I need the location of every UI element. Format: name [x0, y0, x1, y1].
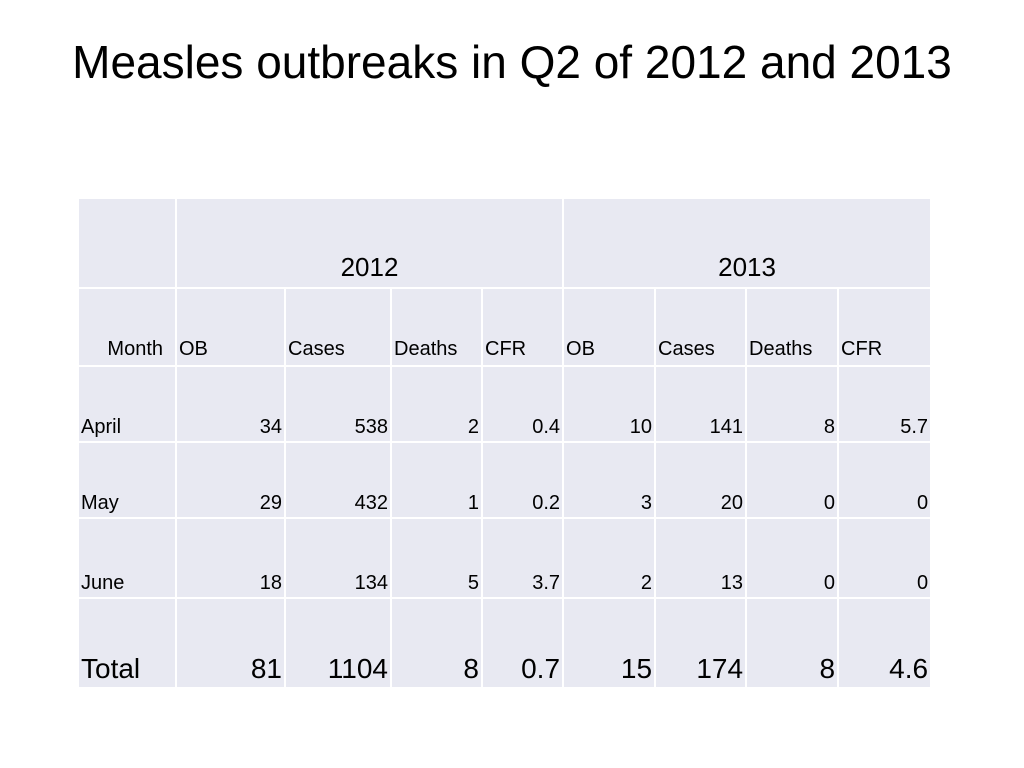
column-header: Cases — [654, 287, 748, 367]
column-header: OB — [175, 287, 286, 367]
table-cell: 2 — [562, 517, 657, 599]
total-row: Total 81 1104 8 0.7 15 174 8 4.6 — [77, 597, 933, 689]
measles-table: 2012 2013 Month OB Cases Deaths CFR OB C… — [77, 197, 933, 689]
table-cell: 29 — [175, 441, 286, 519]
table-cell: 538 — [284, 365, 392, 443]
table-cell: 10 — [562, 365, 657, 443]
total-label: Total — [77, 597, 177, 689]
total-cell: 81 — [175, 597, 286, 689]
column-header: Cases — [284, 287, 392, 367]
table-cell: 0 — [745, 441, 840, 519]
table-cell: 0.2 — [480, 441, 565, 519]
total-cell: 8 — [745, 597, 840, 689]
row-label: April — [77, 365, 177, 443]
column-header: CFR — [837, 287, 933, 367]
table-cell: 34 — [175, 365, 286, 443]
column-header: OB — [562, 287, 657, 367]
column-header: CFR — [480, 287, 565, 367]
table-cell: 3.7 — [480, 517, 565, 599]
table-row: April 34 538 2 0.4 10 141 8 5.7 — [77, 365, 933, 443]
table-cell: 0 — [837, 441, 933, 519]
table-cell: 0 — [837, 517, 933, 599]
column-header: Deaths — [745, 287, 840, 367]
slide-title: Measles outbreaks in Q2 of 2012 and 2013 — [72, 36, 952, 88]
total-cell: 15 — [562, 597, 657, 689]
table-cell: 2 — [390, 365, 483, 443]
table-cell: 141 — [654, 365, 748, 443]
year-2013-header: 2013 — [562, 197, 933, 289]
total-cell: 8 — [390, 597, 483, 689]
column-header: Deaths — [390, 287, 483, 367]
year-2012-header: 2012 — [174, 197, 565, 289]
table-row: May 29 432 1 0.2 3 20 0 0 — [77, 441, 933, 519]
table-cell: 432 — [284, 441, 392, 519]
table-cell: 8 — [745, 365, 840, 443]
column-header-row: Month OB Cases Deaths CFR OB Cases Death… — [77, 287, 933, 367]
total-cell: 0.7 — [480, 597, 565, 689]
table-cell: 20 — [654, 441, 748, 519]
table-cell: 3 — [562, 441, 657, 519]
month-column-header: Month — [77, 287, 177, 367]
table-cell: 0.4 — [480, 365, 565, 443]
table-cell: 5.7 — [837, 365, 933, 443]
table-cell: 5 — [390, 517, 483, 599]
table-cell: 13 — [654, 517, 748, 599]
row-label: May — [77, 441, 177, 519]
total-cell: 4.6 — [837, 597, 933, 689]
row-label: June — [77, 517, 177, 599]
corner-cell — [77, 197, 177, 289]
table-cell: 1 — [390, 441, 483, 519]
table-cell: 0 — [745, 517, 840, 599]
total-cell: 1104 — [284, 597, 392, 689]
table-cell: 18 — [175, 517, 286, 599]
table-cell: 134 — [284, 517, 392, 599]
total-cell: 174 — [654, 597, 748, 689]
year-header-row: 2012 2013 — [77, 197, 933, 289]
table-row: June 18 134 5 3.7 2 13 0 0 — [77, 517, 933, 599]
